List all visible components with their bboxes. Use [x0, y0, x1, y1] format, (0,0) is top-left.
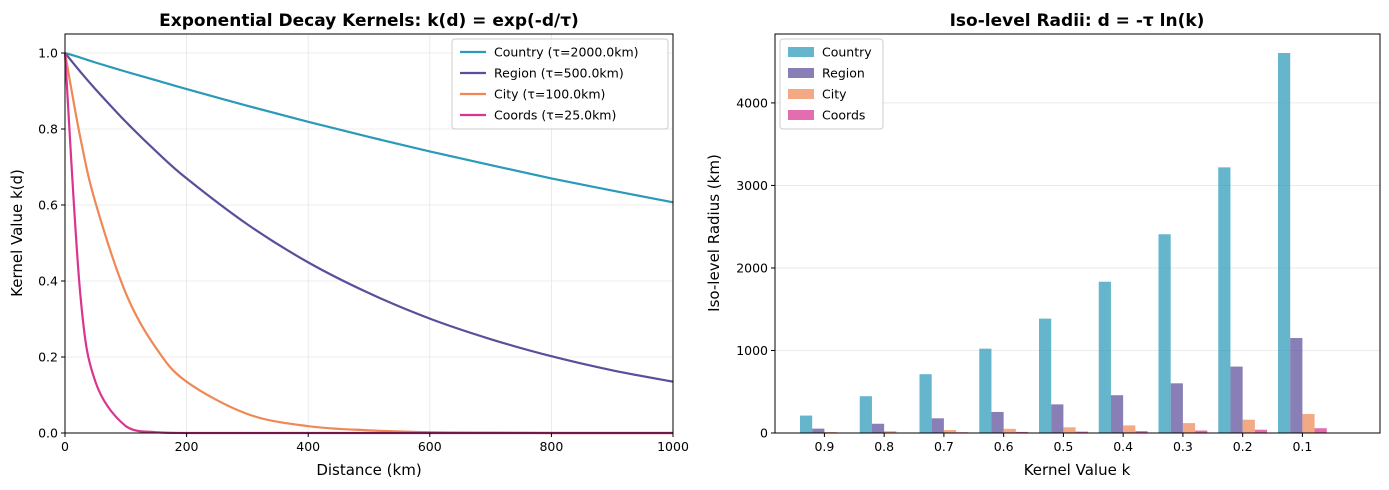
- legend-label: Coords: [822, 108, 865, 123]
- y-axis-ticks: 0 1000 2000 3000 4000: [736, 95, 775, 441]
- bar-city: [1063, 427, 1076, 433]
- y-axis-label: Kernel Value k(d): [8, 169, 26, 297]
- bar-city: [1123, 425, 1136, 433]
- bar-country: [1039, 318, 1052, 433]
- y-tick-label: 0.6: [38, 198, 58, 213]
- x-tick-label: 0.1: [1292, 439, 1312, 454]
- series-line-region: [64, 52, 674, 383]
- bars: [800, 52, 1327, 434]
- legend: Country Region City Coords: [779, 38, 884, 130]
- x-tick-label: 0: [61, 439, 69, 454]
- bar-country: [979, 348, 992, 433]
- bar-coords: [1314, 428, 1327, 433]
- legend-label: Region (τ=500.0km): [494, 66, 624, 81]
- plot-frame: [64, 33, 674, 434]
- legend-swatch: [788, 89, 814, 99]
- legend-label: City: [822, 87, 847, 102]
- bar-coords: [1015, 431, 1029, 433]
- y-axis-ticks: 0.0 0.2 0.4 0.6 0.8 1.0: [38, 46, 65, 441]
- legend-label: City (τ=100.0km): [494, 87, 605, 102]
- bar-region: [1051, 404, 1064, 433]
- bar-city: [1242, 419, 1255, 433]
- bar-coords: [1195, 430, 1208, 433]
- bar-region: [1110, 395, 1124, 433]
- bar-region: [991, 411, 1004, 433]
- x-tick-label: 0.6: [994, 439, 1014, 454]
- x-tick-label: 800: [539, 439, 563, 454]
- y-tick-label: 0.0: [38, 426, 58, 441]
- bar-city: [1182, 423, 1196, 433]
- legend-swatch: [788, 47, 814, 57]
- bar-country: [919, 374, 932, 433]
- bar-city: [943, 430, 957, 433]
- bar-coords: [1075, 431, 1088, 433]
- bar-country: [1158, 234, 1171, 433]
- legend-swatch: [788, 68, 814, 78]
- legend-label: Country (τ=2000.0km): [494, 45, 639, 60]
- bar-country: [1098, 281, 1111, 433]
- bar-country: [800, 415, 813, 433]
- bar-country: [859, 396, 872, 433]
- x-tick-label: 0.5: [1053, 439, 1073, 454]
- x-tick-label: 200: [175, 439, 199, 454]
- x-tick-label: 0.3: [1173, 439, 1193, 454]
- y-tick-label: 0.8: [38, 122, 58, 137]
- bar-city: [884, 431, 897, 433]
- bar-region: [812, 428, 825, 433]
- x-axis-label: Distance (km): [316, 461, 421, 479]
- bar-country: [1278, 52, 1291, 434]
- x-tick-label: 0.9: [814, 439, 834, 454]
- legend: Country (τ=2000.0km) Region (τ=500.0km) Ci…: [451, 38, 669, 130]
- bar-region: [931, 418, 944, 433]
- bar-city: [1302, 414, 1315, 433]
- y-tick-label: 1000: [736, 343, 768, 358]
- x-tick-label: 1000: [657, 439, 689, 454]
- x-tick-label: 0.8: [874, 439, 894, 454]
- iso-radii-chart: Iso-level Radii: d = -τ ln(k) 0.9 0.8 0.7 0…: [705, 11, 1381, 479]
- y-axis-label: Iso-level Radius (km): [705, 154, 723, 312]
- bar-city: [1003, 428, 1016, 433]
- bar-region: [1230, 366, 1243, 433]
- x-tick-label: 0.4: [1113, 439, 1133, 454]
- bar-coords: [1135, 431, 1148, 433]
- legend-swatch: [788, 110, 814, 120]
- x-axis-ticks: 0 200 400 600 800 1000: [61, 433, 689, 454]
- y-tick-label: 0.4: [38, 274, 58, 289]
- y-tick-label: 4000: [736, 95, 768, 110]
- bar-country: [1218, 167, 1231, 433]
- x-tick-label: 0.2: [1233, 439, 1253, 454]
- legend-label: Coords (τ=25.0km): [494, 108, 616, 123]
- legend-label: Country: [822, 45, 872, 60]
- y-tick-label: 2000: [736, 260, 768, 275]
- legend-box: [779, 38, 884, 130]
- y-tick-label: 1.0: [38, 46, 58, 61]
- plot-frame: [774, 33, 1381, 434]
- x-axis-label: Kernel Value k: [1024, 461, 1131, 479]
- legend-label: Region: [822, 66, 865, 81]
- legend-box: [451, 38, 669, 130]
- chart-title: Iso-level Radii: d = -τ ln(k): [950, 11, 1205, 31]
- x-axis-ticks: 0.9 0.8 0.7 0.6 0.5 0.4 0.3 0.2 0.1: [814, 433, 1312, 454]
- series-line-country: [64, 51, 674, 204]
- bar-region: [1170, 383, 1183, 433]
- y-tick-label: 0.2: [38, 350, 58, 365]
- bar-region: [871, 423, 885, 433]
- y-tick-label: 0: [760, 426, 768, 441]
- bar-region: [1290, 338, 1303, 433]
- decay-kernels-chart: Exponential Decay Kernels: k(d) = exp(-d…: [8, 11, 689, 479]
- x-tick-label: 0.7: [934, 439, 954, 454]
- bar-coords: [1254, 429, 1268, 433]
- y-tick-label: 3000: [736, 178, 768, 193]
- x-tick-label: 600: [418, 439, 442, 454]
- chart-title: Exponential Decay Kernels: k(d) = exp(-d…: [159, 11, 579, 31]
- x-tick-label: 400: [296, 439, 320, 454]
